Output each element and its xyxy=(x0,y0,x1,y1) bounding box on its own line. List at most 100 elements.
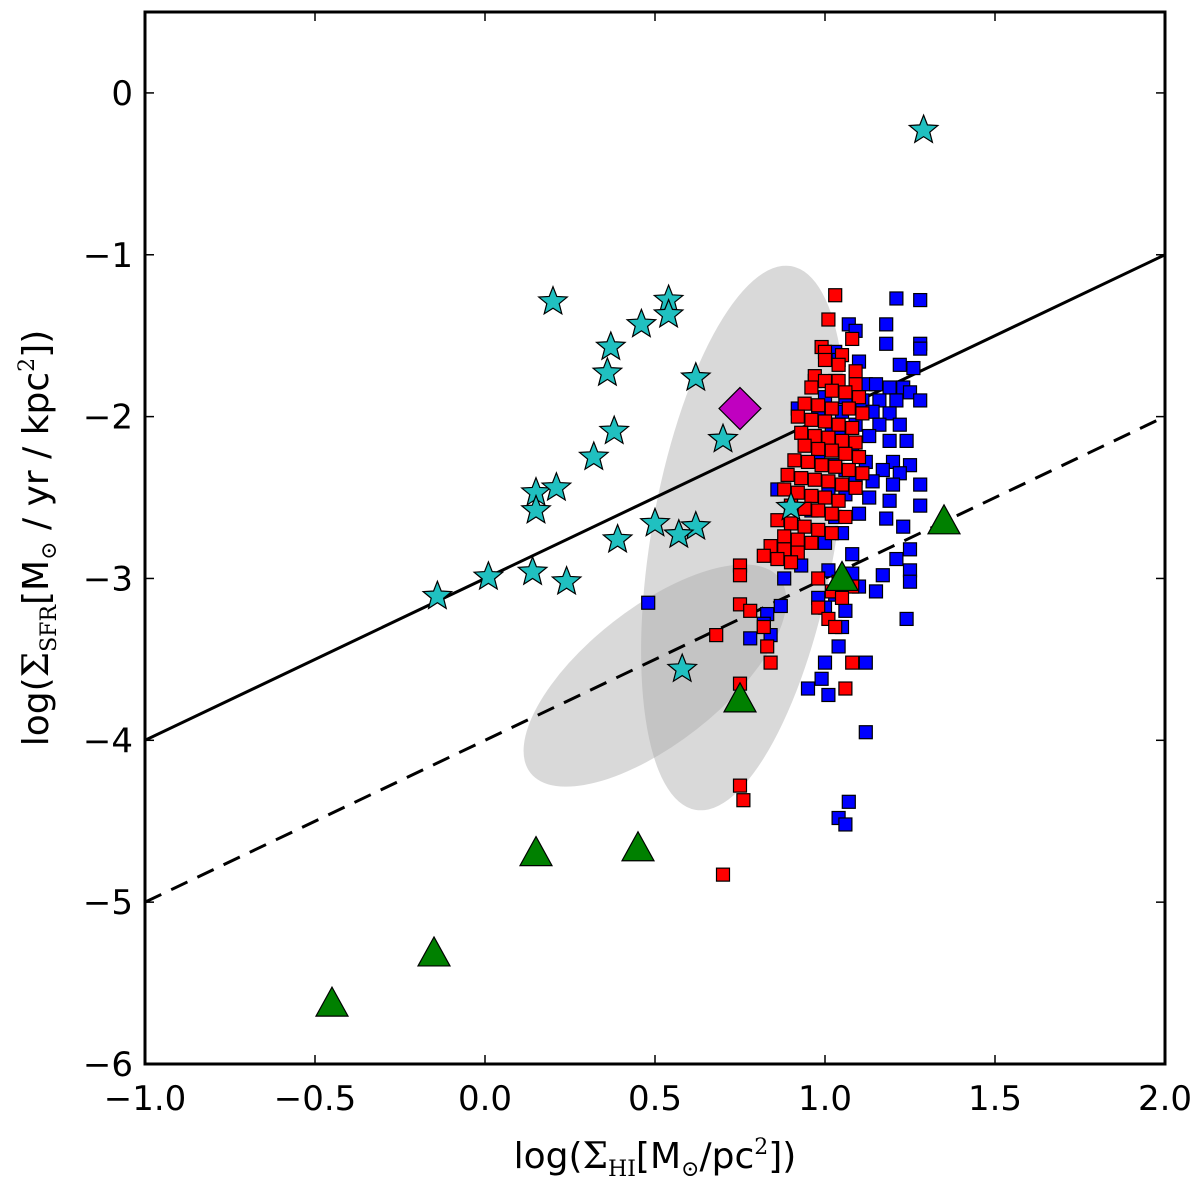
point-red-squares-36 xyxy=(851,449,867,465)
point-green-triangles-2 xyxy=(722,681,758,713)
y-axis-title-sun: ⊙ xyxy=(37,541,62,559)
point-red-squares-22 xyxy=(790,409,805,424)
point-blue-squares-11 xyxy=(892,357,907,372)
point-red-squares-53 xyxy=(831,493,846,508)
point-red-squares-13 xyxy=(804,380,819,395)
x-axis-title-body: [M xyxy=(636,1136,681,1177)
point-red-squares-70 xyxy=(756,548,771,563)
point-red-squares-2 xyxy=(845,331,860,347)
point-red-squares-42 xyxy=(855,466,870,481)
point-red-squares-33 xyxy=(811,441,826,457)
y-axis-title-suffix: ]) xyxy=(16,330,57,358)
y-tick-label: −6 xyxy=(83,1045,133,1085)
point-blue-squares-34 xyxy=(892,417,907,432)
point-cyan-stars-3 xyxy=(652,298,685,329)
plot-area xyxy=(145,113,1165,1017)
point-red-squares-90 xyxy=(838,681,853,696)
y-axis-title-prefix: log( xyxy=(16,677,57,746)
point-red-squares-64 xyxy=(777,529,792,544)
series-cyan-stars xyxy=(421,113,940,683)
point-cyan-stars-16 xyxy=(662,518,695,549)
x-axis-title-sub: HI xyxy=(608,1157,636,1182)
point-red-squares-43 xyxy=(780,467,795,482)
point-blue-squares-75 xyxy=(777,571,792,586)
point-blue-squares-16 xyxy=(868,377,884,392)
point-cyan-stars-8 xyxy=(598,414,631,445)
point-red-squares-61 xyxy=(797,519,812,534)
point-green-triangles-0 xyxy=(926,503,962,535)
point-cyan-stars-12 xyxy=(540,471,573,502)
point-blue-squares-68 xyxy=(845,547,860,562)
point-red-squares-88 xyxy=(845,655,860,670)
point-blue-squares-74 xyxy=(875,568,890,583)
point-red-squares-41 xyxy=(841,462,856,478)
point-red-squares-40 xyxy=(828,459,843,474)
point-red-squares-31 xyxy=(848,435,863,450)
y-axis-title-unit: / yr / kpc xyxy=(16,372,57,542)
point-cyan-stars-22 xyxy=(666,652,699,683)
x-axis-title-sup: 2 xyxy=(754,1135,768,1160)
y-tick-label: −1 xyxy=(83,236,133,276)
point-blue-squares-61 xyxy=(851,506,867,521)
point-red-squares-44 xyxy=(794,471,809,486)
point-blue-squares-33 xyxy=(872,417,887,432)
point-red-squares-24 xyxy=(817,414,833,429)
point-cyan-stars-21 xyxy=(421,579,454,610)
point-red-squares-18 xyxy=(811,398,826,413)
point-blue-squares-51 xyxy=(885,477,901,492)
point-blue-squares-57 xyxy=(882,493,897,508)
point-blue-squares-97 xyxy=(858,725,873,740)
y-axis-title-sup: 2 xyxy=(15,358,40,372)
point-blue-squares-94 xyxy=(814,671,829,686)
point-cyan-stars-15 xyxy=(679,510,712,541)
point-red-squares-51 xyxy=(804,488,819,504)
point-red-squares-6 xyxy=(817,352,833,368)
point-cyan-stars-14 xyxy=(639,506,671,537)
point-cyan-stars-18 xyxy=(516,555,549,586)
point-red-squares-66 xyxy=(804,535,819,550)
y-tick-label: −4 xyxy=(83,721,133,761)
point-cyan-stars-19 xyxy=(472,560,505,591)
x-axis-title-sigma: Σ xyxy=(583,1136,608,1177)
point-red-squares-89 xyxy=(763,655,778,670)
point-red-squares-93 xyxy=(736,793,751,808)
series-red-squares xyxy=(709,288,870,882)
point-red-squares-46 xyxy=(821,474,836,489)
point-cyan-stars-13 xyxy=(520,493,552,524)
point-blue-squares-95 xyxy=(800,681,816,696)
point-cyan-stars-23 xyxy=(775,490,807,521)
point-red-squares-58 xyxy=(838,509,853,525)
point-red-squares-56 xyxy=(811,503,826,518)
y-axis-title: log(ΣSFR[M⊙ / yr / kpc2]) xyxy=(15,330,62,747)
point-red-squares-39 xyxy=(814,458,829,473)
point-red-squares-87 xyxy=(760,639,775,654)
point-blue-squares-91 xyxy=(831,639,846,654)
y-axis-title-sigma: Σ xyxy=(16,652,57,677)
point-red-squares-45 xyxy=(807,472,822,487)
point-red-squares-14 xyxy=(824,383,839,398)
point-green-triangles-5 xyxy=(416,935,452,967)
point-magenta-diamond-0 xyxy=(718,386,762,431)
plot-background xyxy=(145,12,1165,1064)
point-blue-squares-24 xyxy=(889,393,904,408)
point-cyan-stars-1 xyxy=(537,285,569,316)
point-red-squares-38 xyxy=(800,454,816,470)
point-blue-squares-37 xyxy=(862,428,877,444)
point-red-squares-23 xyxy=(804,412,819,427)
point-red-squares-27 xyxy=(794,425,809,440)
point-red-squares-81 xyxy=(811,600,826,615)
point-red-squares-57 xyxy=(824,506,839,521)
x-axis-title: log(ΣHI[M⊙/pc2]) xyxy=(514,1135,797,1182)
point-blue-squares-12 xyxy=(906,360,921,376)
point-red-squares-94 xyxy=(715,867,731,882)
x-tick-label: −0.5 xyxy=(274,1079,357,1119)
point-red-squares-8 xyxy=(848,364,863,379)
point-green-triangles-1 xyxy=(824,560,860,592)
x-axis-title-unit: /pc xyxy=(699,1136,754,1177)
point-red-squares-52 xyxy=(817,490,833,505)
point-red-squares-15 xyxy=(838,385,853,400)
point-cyan-stars-17 xyxy=(601,522,634,554)
point-blue-squares-78 xyxy=(868,584,884,599)
point-red-squares-49 xyxy=(777,482,792,497)
